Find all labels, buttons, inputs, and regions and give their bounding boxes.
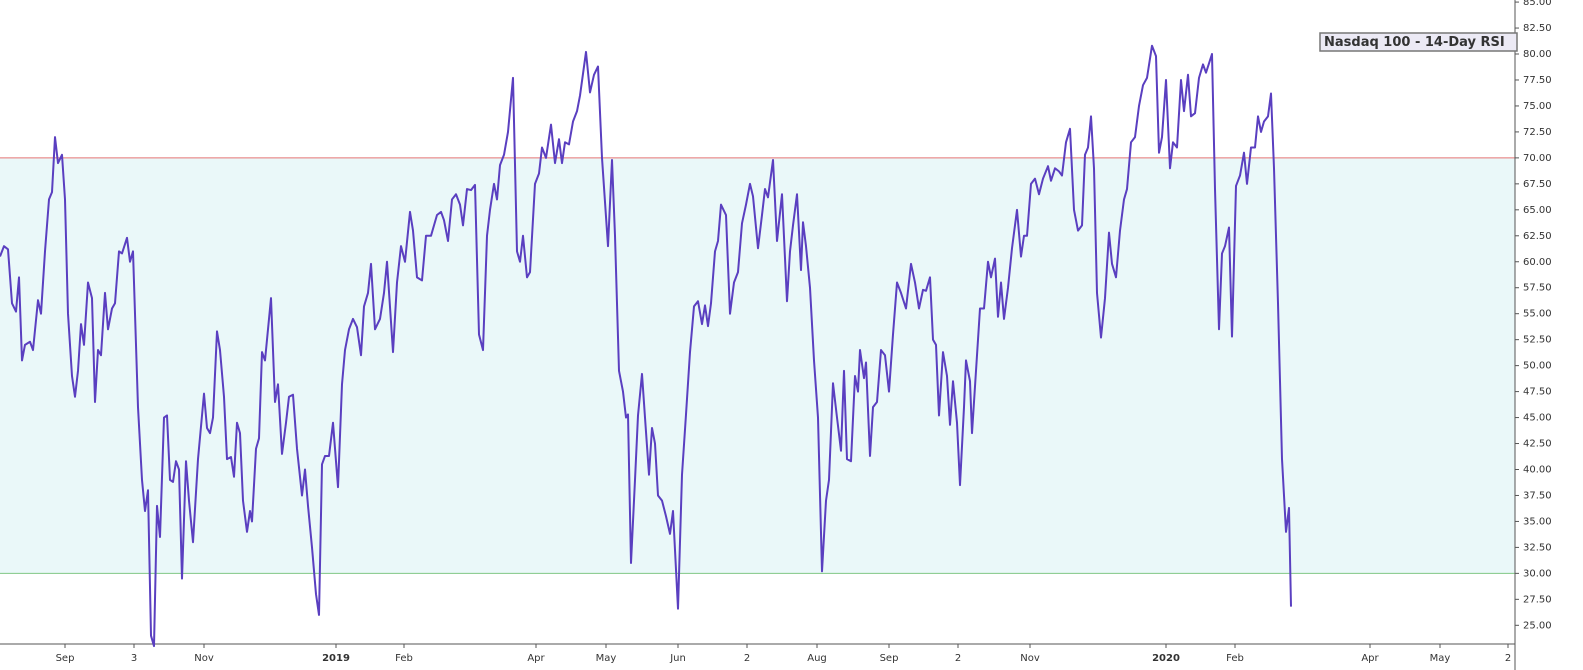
- x-tick-label: Feb: [395, 653, 413, 664]
- y-tick-label: 65.00: [1523, 205, 1552, 216]
- y-tick-label: 70.00: [1523, 153, 1552, 164]
- y-tick-label: 27.50: [1523, 594, 1552, 605]
- y-tick-label: 40.00: [1523, 464, 1552, 475]
- y-tick-label: 45.00: [1523, 413, 1552, 424]
- x-tick-label: Apr: [1361, 653, 1379, 664]
- y-tick-label: 35.00: [1523, 516, 1552, 527]
- x-tick-label: 2019: [322, 653, 350, 664]
- x-tick-label: May: [1430, 653, 1451, 664]
- x-tick-label: Nov: [1020, 653, 1040, 664]
- y-tick-label: 77.50: [1523, 75, 1552, 86]
- x-tick-label: 2: [1505, 653, 1511, 664]
- x-tick-label: Aug: [807, 653, 827, 664]
- y-tick-label: 67.50: [1523, 179, 1552, 190]
- y-tick-label: 75.00: [1523, 101, 1552, 112]
- y-tick-label: 85.00: [1523, 0, 1552, 8]
- x-tick-label: Sep: [56, 653, 75, 664]
- y-tick-label: 72.50: [1523, 127, 1552, 138]
- x-tick-label: 3: [131, 653, 137, 664]
- y-tick-label: 25.00: [1523, 620, 1552, 631]
- y-tick-label: 80.00: [1523, 49, 1552, 60]
- y-tick-label: 42.50: [1523, 439, 1552, 450]
- y-tick-label: 32.50: [1523, 542, 1552, 553]
- y-tick-label: 82.50: [1523, 23, 1552, 34]
- x-tick-label: 2: [744, 653, 750, 664]
- y-tick-label: 52.50: [1523, 335, 1552, 346]
- legend-box: [1319, 32, 1518, 52]
- x-tick-label: Sep: [880, 653, 899, 664]
- y-tick-label: 55.00: [1523, 309, 1552, 320]
- y-tick-label: 30.00: [1523, 568, 1552, 579]
- rsi-line: [0, 44, 1292, 648]
- y-tick-label: 57.50: [1523, 283, 1552, 294]
- y-tick-label: 60.00: [1523, 257, 1552, 268]
- x-tick-label: Feb: [1226, 653, 1244, 664]
- x-tick-label: May: [596, 653, 617, 664]
- x-tick-label: Jun: [669, 653, 686, 664]
- x-tick-label: 2020: [1152, 653, 1180, 664]
- x-tick-label: Nov: [194, 653, 214, 664]
- y-tick-label: 62.50: [1523, 231, 1552, 242]
- y-tick-label: 50.00: [1523, 361, 1552, 372]
- y-tick-label: 47.50: [1523, 387, 1552, 398]
- legend-label: Nasdaq 100 - 14-Day RSI: [1324, 35, 1505, 50]
- y-tick-label: 37.50: [1523, 490, 1552, 501]
- x-tick-label: Apr: [527, 653, 545, 664]
- x-tick-label: 2: [955, 653, 961, 664]
